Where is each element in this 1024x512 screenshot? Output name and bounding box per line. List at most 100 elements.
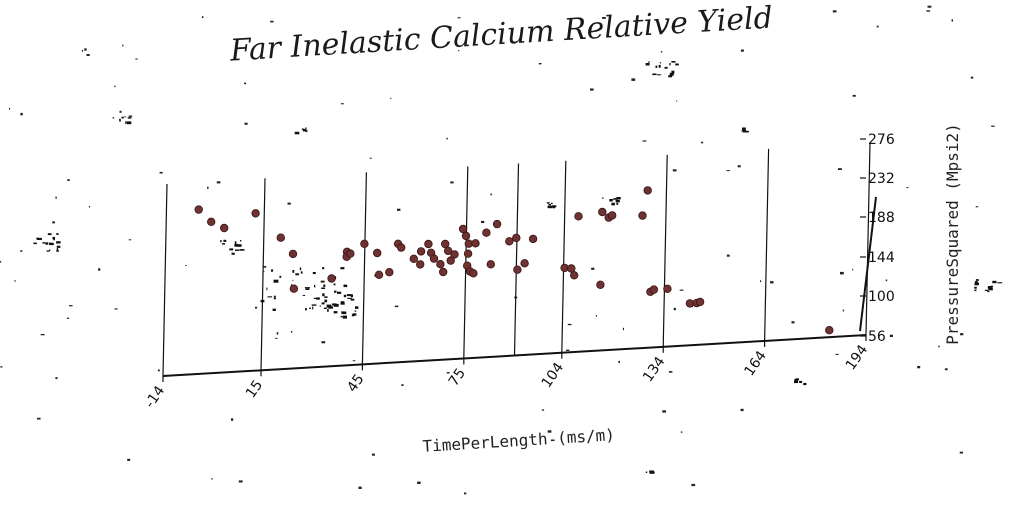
grid-line bbox=[260, 178, 266, 371]
speckle bbox=[321, 287, 325, 289]
speckle bbox=[304, 287, 310, 289]
speckle bbox=[301, 128, 304, 130]
speckle bbox=[464, 492, 467, 495]
speckle bbox=[659, 62, 662, 64]
x-axis-label: TimePerLength (ms/m) bbox=[422, 425, 615, 456]
axes bbox=[162, 196, 877, 377]
speckle bbox=[992, 280, 997, 284]
speckle bbox=[305, 127, 307, 129]
speckle bbox=[926, 10, 931, 12]
speckle bbox=[128, 115, 133, 117]
speckle bbox=[726, 170, 731, 172]
data-point bbox=[505, 237, 514, 246]
speckle bbox=[324, 299, 328, 303]
speckle bbox=[959, 451, 963, 454]
speckle bbox=[291, 330, 293, 333]
x-axis-line bbox=[162, 334, 867, 377]
speckle bbox=[613, 198, 618, 200]
speckle bbox=[263, 270, 265, 272]
speckle bbox=[292, 279, 294, 281]
speckle bbox=[327, 308, 329, 312]
speckle bbox=[481, 220, 485, 223]
speckle bbox=[917, 366, 921, 369]
speckle bbox=[799, 380, 803, 383]
speckle bbox=[262, 266, 267, 268]
speckle bbox=[546, 202, 550, 204]
speckle bbox=[538, 63, 542, 65]
data-point bbox=[446, 256, 455, 265]
speckle bbox=[211, 478, 213, 480]
speckle bbox=[14, 280, 16, 282]
speckle bbox=[267, 296, 273, 298]
speckle bbox=[316, 297, 320, 300]
speckle bbox=[56, 233, 59, 235]
data-point bbox=[486, 260, 495, 269]
speckle bbox=[287, 202, 291, 205]
speckle bbox=[354, 310, 357, 312]
speckle bbox=[358, 486, 362, 489]
y-tick-label: 232 bbox=[868, 171, 895, 187]
speckle bbox=[340, 267, 345, 270]
speckle bbox=[744, 130, 749, 133]
speckle bbox=[55, 196, 57, 199]
speckle bbox=[55, 377, 58, 380]
speckle bbox=[40, 334, 45, 336]
speckle bbox=[121, 116, 124, 119]
speckle bbox=[56, 245, 61, 248]
speckle bbox=[645, 63, 650, 66]
speckle bbox=[295, 273, 299, 276]
speckle bbox=[672, 169, 677, 172]
speckle bbox=[56, 248, 59, 251]
speckle bbox=[234, 243, 238, 247]
speckle bbox=[770, 281, 774, 284]
speckle bbox=[984, 289, 989, 291]
speckle bbox=[974, 282, 979, 286]
data-point bbox=[638, 211, 647, 220]
speckle bbox=[832, 10, 837, 13]
data-point bbox=[288, 249, 298, 259]
speckle bbox=[319, 305, 321, 307]
speckle bbox=[390, 97, 392, 100]
speckle bbox=[610, 199, 614, 201]
speckle bbox=[157, 369, 160, 372]
chart-title: Far Inelastic Calcium Relative Yield bbox=[228, 0, 774, 68]
y-tick-label: 188 bbox=[868, 210, 895, 226]
speckle bbox=[279, 275, 282, 278]
speckle bbox=[590, 88, 594, 91]
speckle bbox=[616, 202, 619, 205]
data-point bbox=[649, 285, 659, 294]
data-point bbox=[289, 284, 299, 293]
data-point bbox=[512, 233, 521, 243]
speckle bbox=[669, 72, 674, 76]
speckle bbox=[835, 353, 839, 355]
speckle bbox=[991, 125, 995, 127]
speckle bbox=[127, 458, 131, 461]
data-point bbox=[374, 270, 384, 279]
data-point bbox=[471, 239, 480, 248]
speckle bbox=[591, 267, 595, 270]
y-tick-label: 100 bbox=[868, 289, 895, 305]
speckle-noise bbox=[0, 5, 1003, 495]
data-point bbox=[695, 297, 705, 307]
speckle bbox=[229, 248, 234, 251]
speckle bbox=[37, 417, 41, 420]
data-point bbox=[439, 267, 448, 277]
speckle bbox=[658, 64, 661, 68]
speckle bbox=[128, 239, 132, 241]
speckle bbox=[313, 297, 319, 299]
speckle bbox=[803, 382, 807, 386]
speckle bbox=[305, 288, 310, 290]
data-points bbox=[194, 186, 834, 335]
speckle bbox=[676, 100, 678, 102]
data-point bbox=[424, 239, 433, 249]
speckle bbox=[36, 237, 39, 240]
speckle bbox=[237, 244, 242, 247]
speckle bbox=[300, 271, 303, 274]
data-point bbox=[513, 265, 522, 274]
speckle bbox=[45, 242, 49, 245]
speckle bbox=[337, 291, 342, 294]
speckle bbox=[322, 267, 325, 270]
speckle bbox=[309, 307, 311, 309]
x-tick-labels: -14 15 45 75 104 134 164 194 bbox=[142, 335, 871, 411]
